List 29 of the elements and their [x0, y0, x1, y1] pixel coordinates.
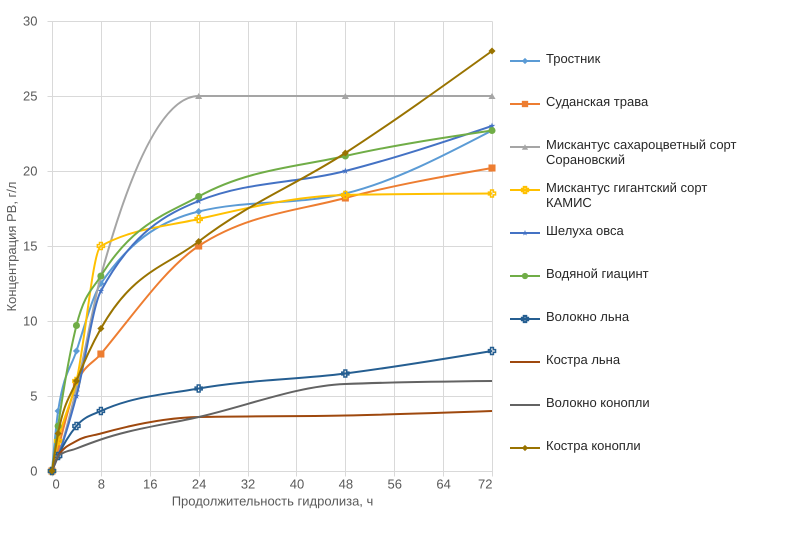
legend-label: Шелуха овса [546, 223, 624, 238]
x-tick-label: 8 [98, 476, 106, 492]
y-tick-label: 5 [30, 388, 38, 404]
legend-label: Костра конопли [546, 438, 641, 453]
legend-label: Волокно конопли [546, 395, 650, 410]
y-tick-label: 20 [23, 164, 38, 178]
legend-label: Водяной гиацинт [546, 266, 649, 281]
x-tick-label: 64 [436, 476, 451, 492]
legend-label: Суданская трава [546, 94, 649, 109]
legend-label: Костра льна [546, 352, 621, 367]
x-tick-label: 0 [52, 476, 60, 492]
x-tick-label: 48 [338, 476, 354, 492]
x-axis-title: Продолжительность гидролиза, ч [172, 494, 374, 508]
y-axis-title: Концентрация РВ, г/л [4, 182, 20, 312]
x-tick-label: 40 [290, 476, 304, 492]
legend-label: Мискантус сахароцветный сорт Сорановский [546, 137, 736, 167]
x-tick-label: 24 [192, 476, 206, 492]
legend-label: Тростник [546, 51, 601, 66]
legend-label: Мискантус гигантский сорт КАМИС [546, 180, 708, 210]
x-tick-label: 72 [478, 476, 492, 492]
y-tick-label: 10 [23, 314, 38, 328]
y-tick-label: 15 [23, 238, 38, 254]
x-tick-label: 56 [387, 476, 402, 492]
x-tick-label: 16 [143, 476, 158, 492]
y-tick-label: 25 [23, 88, 38, 104]
y-tick-label: 30 [23, 14, 38, 28]
legend-label: Волокно льна [546, 309, 630, 324]
y-tick-label: 0 [30, 464, 38, 478]
x-tick-label: 32 [240, 476, 256, 492]
